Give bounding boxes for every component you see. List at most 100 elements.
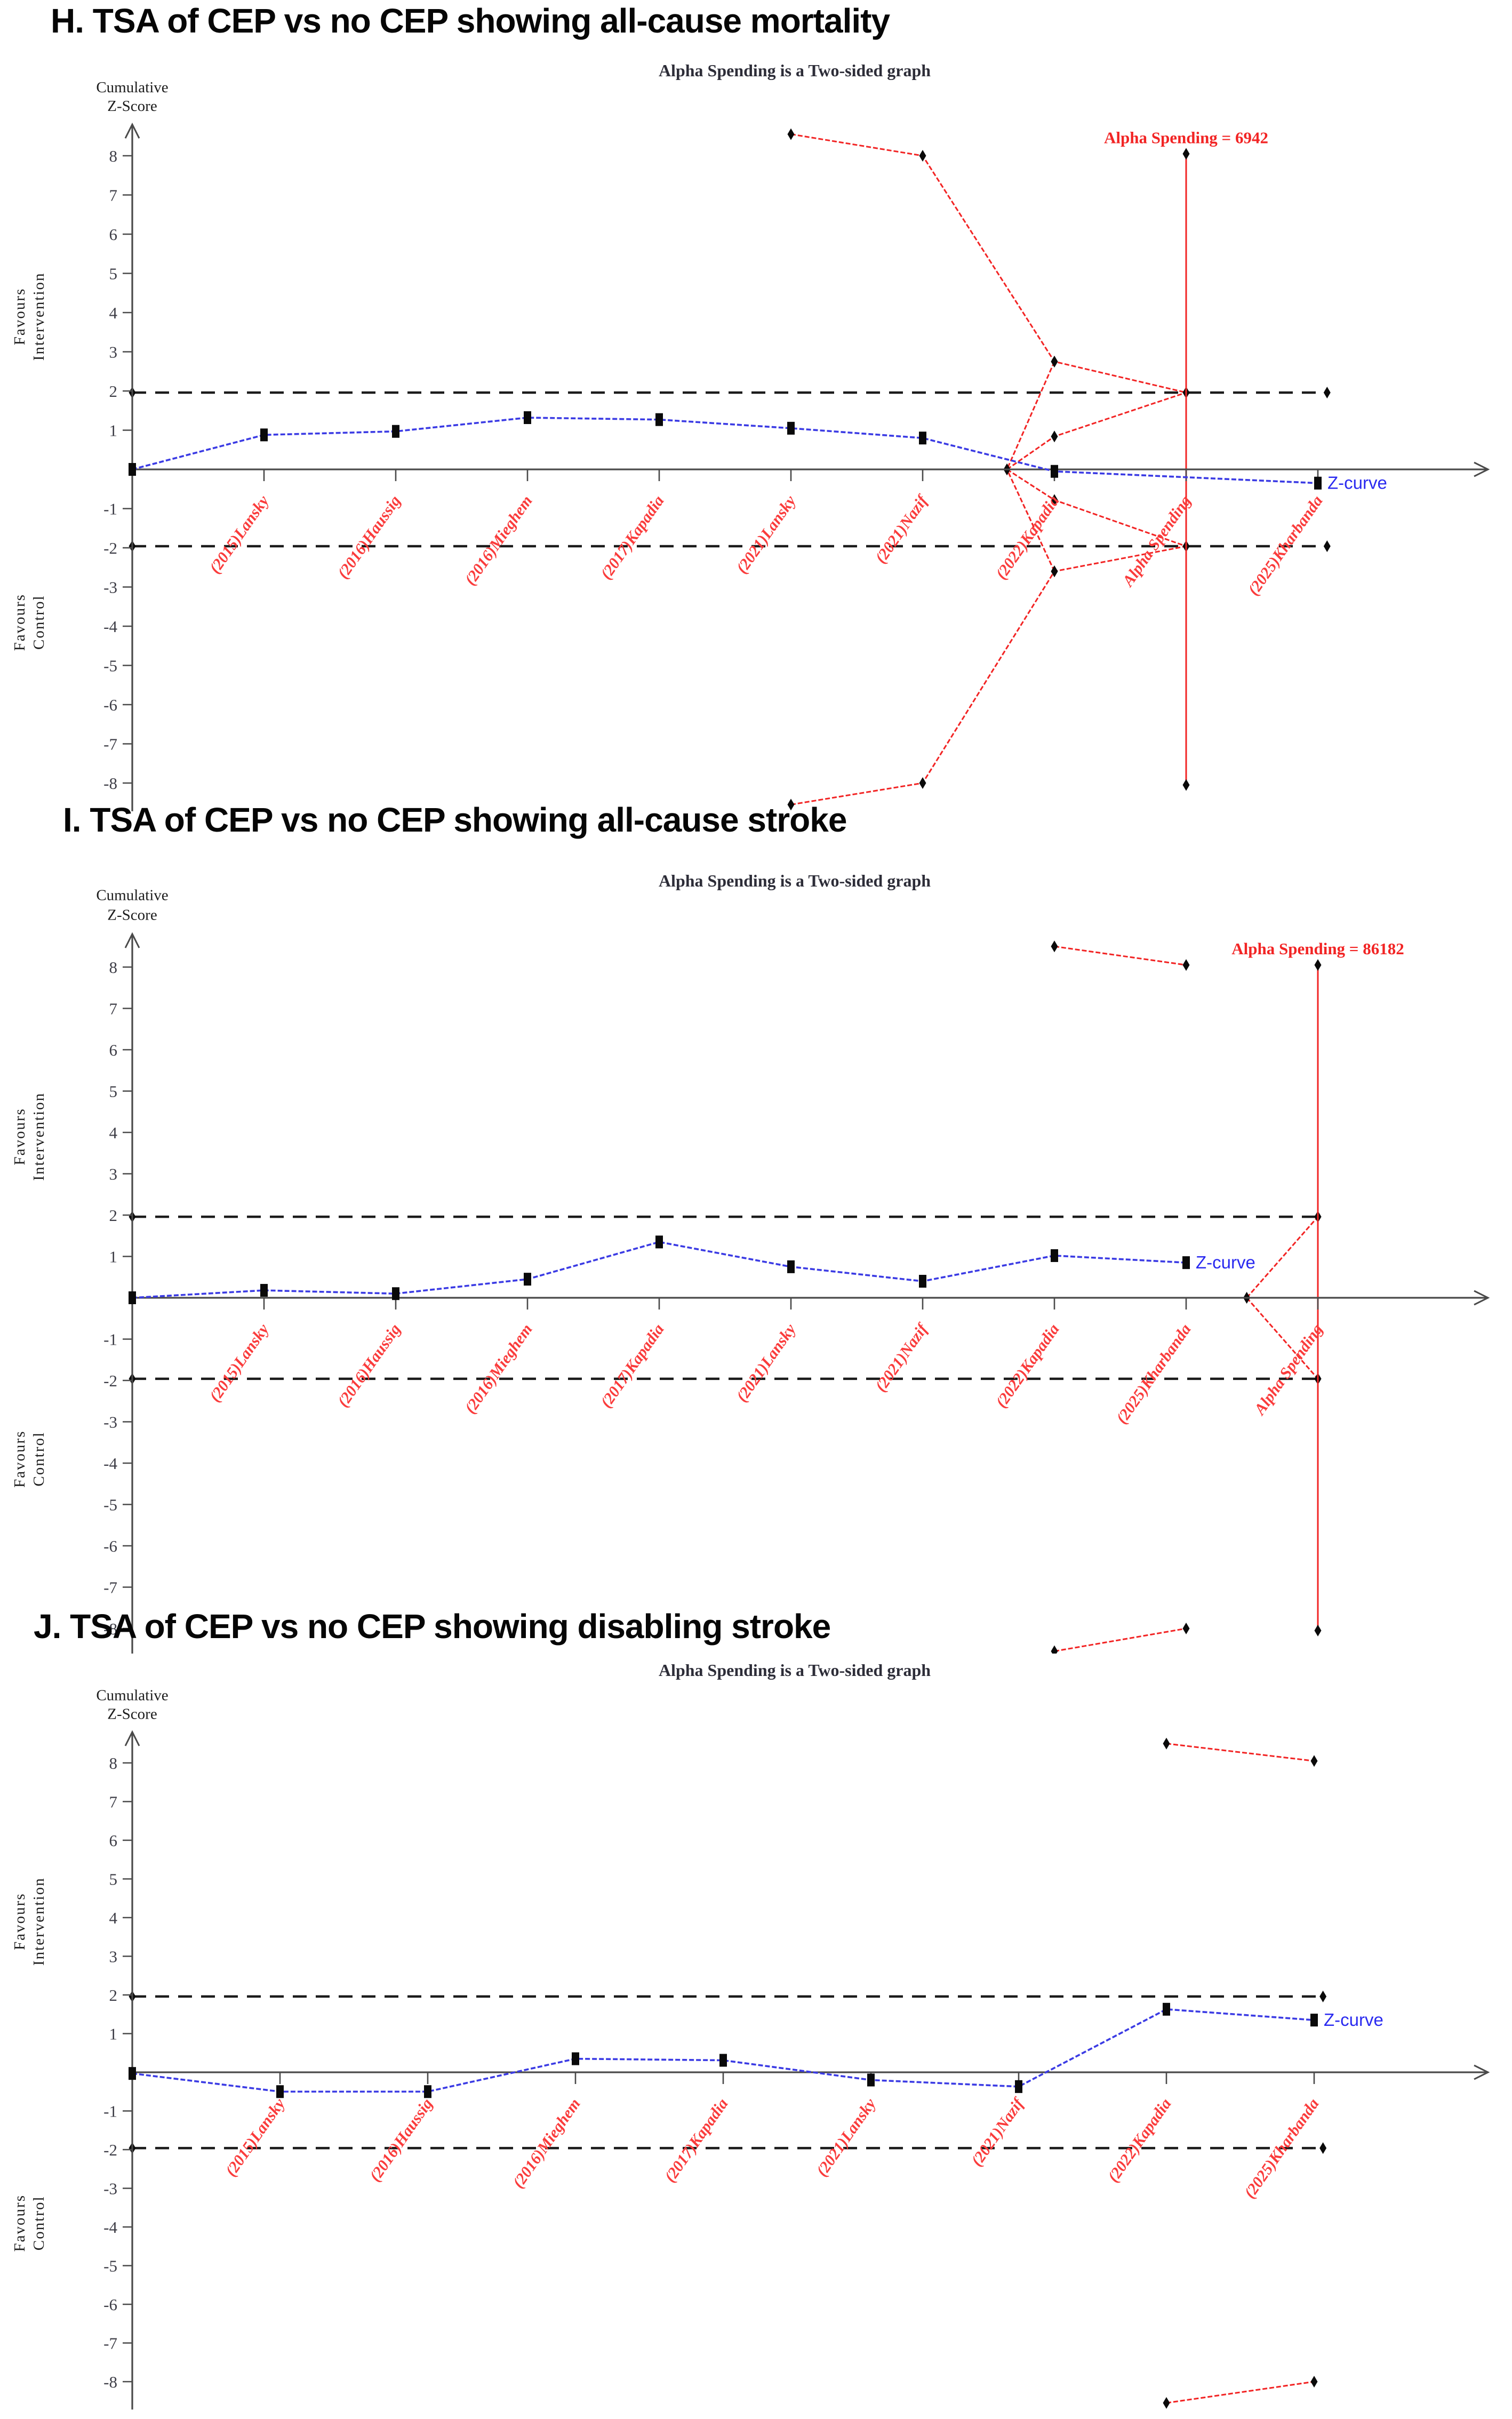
x-axis-study-label: (2017)Kapadia [661, 2095, 732, 2185]
y-tick-label: -3 [103, 2180, 117, 2198]
z-curve-point-square [1051, 465, 1058, 478]
y-tick-label: 1 [109, 2025, 118, 2043]
x-axis-study-label: (2021)Nazif [872, 491, 932, 567]
svg-text:Cumulative: Cumulative [96, 79, 168, 96]
alpha-boundary-line [1003, 386, 1190, 475]
svg-text:Z-Score: Z-Score [107, 907, 157, 924]
z-curve-point-square [1015, 2080, 1022, 2093]
chart-title: Alpha Spending is a Two-sided graph [659, 871, 931, 890]
boundary-point-diamond [1051, 565, 1058, 578]
boundary-point-diamond [919, 150, 926, 162]
svg-text:Intervention: Intervention [30, 272, 47, 361]
boundary-point-diamond [1051, 430, 1058, 443]
alpha-boundary-line [1163, 1737, 1318, 1767]
threshold-end-diamond [1319, 1990, 1327, 2002]
y-tick-label: 5 [109, 1082, 118, 1101]
x-axis: (2015)Lansky (2016)Haussig (2016)Mieghem (2… [132, 2064, 1490, 2201]
z-curve-point-square [1182, 1256, 1190, 1270]
y-tick-label: -1 [103, 1330, 117, 1349]
x-axis-study-label: (2016)Haussig [334, 492, 404, 582]
z-curve-point-square [260, 428, 268, 442]
y-axis: 8 7 6 5 4 3 2 1 -1 -2 -3 -4 -5 -6 -7 -8 [103, 932, 140, 1654]
z-curve-label: Z-curve [1324, 2010, 1383, 2030]
x-axis-arrow [1474, 1290, 1490, 1306]
z-curve-point-square [524, 411, 531, 424]
z-curve-line: Z-curve [129, 411, 1387, 493]
x-axis-study-label: (2021)Lansky [733, 492, 799, 577]
svg-text:Favours: Favours [11, 1431, 28, 1488]
z-curve-point-square [392, 425, 399, 438]
alpha-boundary-line [1051, 940, 1190, 971]
x-axis-study-label: (2016)Mieghem [509, 2095, 584, 2191]
y-tick-label: -8 [103, 2373, 117, 2391]
x-axis-study-label: (2017)Kapadia [597, 492, 668, 582]
favours-intervention-label: Favours Intervention [11, 272, 47, 361]
z-curve-point-square [524, 1273, 531, 1286]
x-axis-study-label: (2022)Kapadia [1105, 2095, 1175, 2185]
svg-text:Favours: Favours [11, 1108, 28, 1165]
boundary-point-diamond [1182, 148, 1190, 160]
y-tick-label: 2 [109, 382, 118, 401]
x-axis-study-label: (2021)Lansky [813, 2095, 879, 2180]
y-tick-label: -7 [103, 2334, 117, 2353]
significance-threshold-line [129, 1990, 1327, 2002]
significance-threshold-line [129, 386, 1331, 398]
z-curve-point-square [719, 2054, 727, 2067]
boundary-point-diamond [1310, 1755, 1318, 1767]
chart-title: Alpha Spending is a Two-sided graph [659, 1660, 931, 1680]
y-tick-label: 3 [109, 343, 118, 362]
boundary-point-diamond [1163, 1737, 1170, 1750]
z-curve-point-square [424, 2085, 431, 2098]
y-tick-label: 6 [109, 225, 118, 244]
y-tick-label: 2 [109, 1986, 118, 2005]
y-tick-label: -2 [103, 2141, 117, 2159]
y-tick-label: 7 [109, 186, 118, 205]
boundary-point-diamond [1163, 2397, 1170, 2409]
y-tick-label: -5 [103, 2257, 117, 2276]
alpha-spending-value-label: Alpha Spending = 6942 [1104, 128, 1268, 147]
y-tick-label: 8 [109, 958, 118, 977]
x-axis-study-label: (2015)Lansky [206, 492, 273, 577]
svg-text:Control: Control [30, 1432, 47, 1487]
significance-threshold-line [129, 1211, 1322, 1223]
svg-text:Z-Score: Z-Score [107, 98, 157, 115]
svg-text:Favours: Favours [11, 1893, 28, 1950]
y-tick-label: -1 [103, 500, 117, 518]
favours-intervention-label: Favours Intervention [11, 1092, 47, 1181]
y-tick-label: 8 [109, 147, 118, 165]
z-curve-point-square [129, 1291, 136, 1304]
y-tick-label: -3 [103, 1413, 117, 1432]
y-tick-label: -4 [103, 2218, 117, 2237]
z-curve-point-square [919, 1275, 926, 1288]
x-axis-study-label: Alpha Spending [1118, 492, 1194, 590]
alpha-spending-vline: Alpha Spending = 86182 [1231, 939, 1404, 1636]
boundary-point-diamond [1182, 1623, 1190, 1634]
z-curve-line: Z-curve [129, 1235, 1255, 1304]
x-axis: (2015)Lansky (2016)Haussig (2016)Mieghem (2… [132, 461, 1490, 598]
y-tick-label: -7 [103, 1578, 117, 1597]
svg-text:Control: Control [30, 595, 47, 650]
favours-control-label: Favours Control [11, 594, 47, 651]
y-tick-label: -5 [103, 1496, 117, 1514]
y-tick-label: 3 [109, 1947, 118, 1966]
chart-title: Alpha Spending is a Two-sided graph [659, 61, 931, 80]
svg-text:Intervention: Intervention [30, 1877, 47, 1966]
z-curve-point-square [1163, 2002, 1170, 2016]
z-curve-point-square [260, 1284, 268, 1297]
y-tick-label: 3 [109, 1165, 118, 1184]
y-tick-label: -2 [103, 539, 117, 557]
boundary-point-diamond [1310, 2376, 1318, 2388]
svg-text:Z-Score: Z-Score [107, 1705, 157, 1722]
svg-text:Favours: Favours [11, 288, 28, 345]
y-tick-label: 7 [109, 1000, 118, 1018]
section-heading-h: H. TSA of CEP vs no CEP showing all-caus… [51, 2, 890, 40]
svg-text:Favours: Favours [11, 594, 28, 651]
x-axis-arrow [1474, 461, 1490, 477]
favours-control-label: Favours Control [11, 2194, 47, 2252]
y-tick-label: 1 [109, 421, 118, 440]
x-axis-study-label: (2021)Nazif [968, 2094, 1028, 2170]
y-tick-label: -3 [103, 578, 117, 597]
